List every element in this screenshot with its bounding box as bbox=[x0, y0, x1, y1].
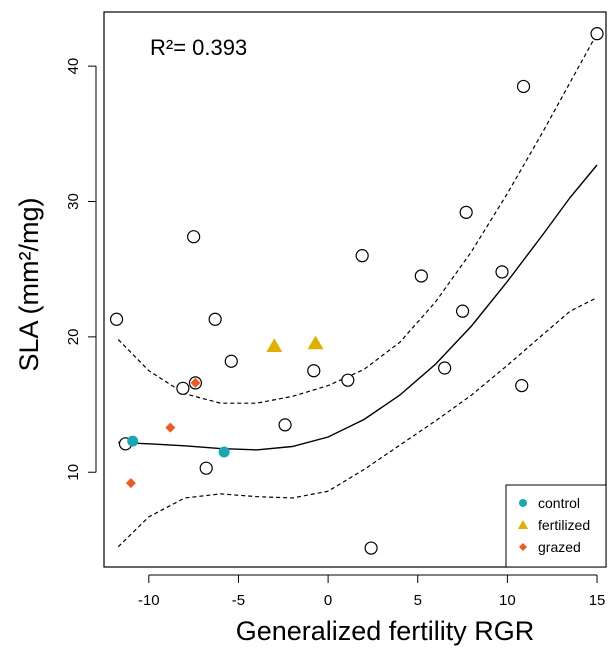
x-tick-label-0: 0 bbox=[324, 592, 332, 609]
point-sample-6 bbox=[208, 312, 222, 326]
x-tick-label--10: -10 bbox=[138, 592, 160, 609]
point-grazed-2 bbox=[190, 377, 201, 388]
legend-label-control: control bbox=[538, 495, 580, 511]
plot-frame bbox=[103, 11, 607, 568]
legend: control fertilized grazed bbox=[505, 484, 607, 568]
data-points bbox=[109, 27, 604, 555]
point-sample-11 bbox=[355, 249, 369, 263]
point-sample-8 bbox=[278, 418, 292, 432]
x-tick-label-5: 5 bbox=[414, 592, 422, 609]
ci-upper-curve bbox=[117, 33, 598, 404]
point-sample-15 bbox=[455, 304, 470, 318]
point-sample-16 bbox=[459, 205, 473, 219]
legend-label-fertilized: fertilized bbox=[538, 517, 590, 533]
point-sample-10 bbox=[341, 373, 355, 387]
y-tick-label-20: 20 bbox=[65, 329, 82, 346]
point-sample-14 bbox=[438, 361, 452, 375]
legend-marker-grazed bbox=[519, 543, 527, 551]
point-sample-5 bbox=[199, 461, 213, 475]
y-tick-label-10: 10 bbox=[65, 464, 82, 481]
point-sample-17 bbox=[495, 265, 509, 279]
point-grazed-0 bbox=[125, 478, 136, 489]
fit-curves bbox=[117, 33, 598, 548]
x-axis: -10 -5 0 5 10 15 bbox=[138, 574, 606, 609]
ci-lower-curve bbox=[117, 297, 598, 548]
y-axis-label: SLA (mm²/mg) bbox=[14, 197, 44, 371]
point-sample-9 bbox=[307, 364, 321, 378]
point-sample-7 bbox=[224, 354, 238, 368]
legend-marker-control bbox=[519, 499, 527, 507]
y-tick-label-40: 40 bbox=[65, 58, 82, 75]
x-tick-label-15: 15 bbox=[589, 592, 606, 609]
point-control-1 bbox=[218, 446, 230, 458]
point-control-0 bbox=[127, 435, 139, 447]
point-fertilized-1 bbox=[307, 335, 324, 350]
point-grazed-1 bbox=[165, 422, 176, 433]
x-tick-label--5: -5 bbox=[232, 592, 245, 609]
point-sample-2 bbox=[176, 381, 190, 395]
point-sample-18 bbox=[515, 379, 529, 393]
legend-label-grazed: grazed bbox=[538, 539, 581, 555]
point-sample-20 bbox=[590, 27, 604, 41]
legend-marker-fertilized bbox=[518, 520, 528, 529]
point-sample-13 bbox=[414, 269, 428, 283]
r-squared-annotation: R²= 0.393 bbox=[150, 35, 247, 60]
point-fertilized-0 bbox=[266, 338, 283, 352]
point-sample-19 bbox=[516, 79, 531, 94]
fit-curve bbox=[118, 164, 598, 451]
y-axis: 10 20 30 40 bbox=[65, 58, 97, 481]
x-tick-label-10: 10 bbox=[499, 592, 516, 609]
point-sample-12 bbox=[364, 541, 378, 555]
point-sample-0 bbox=[109, 312, 124, 326]
y-tick-label-30: 30 bbox=[65, 193, 82, 210]
x-axis-label: Generalized fertility RGR bbox=[236, 616, 535, 646]
point-sample-3 bbox=[187, 230, 201, 244]
